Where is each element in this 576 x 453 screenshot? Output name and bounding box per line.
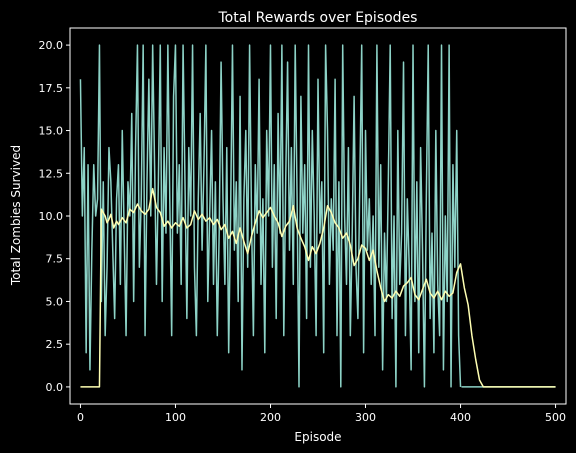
x-tick-label: 400 (450, 411, 471, 424)
tick-layer: 0 100 200 300 400 500 0.0 2.5 5.0 7.5 10.0 12.5 15.0… (39, 39, 567, 424)
chart-title: Total Rewards over Episodes (218, 10, 418, 26)
y-tick-label: 15.0 (39, 125, 64, 138)
plot-frame (69, 27, 567, 405)
moving-average-line (80, 187, 556, 388)
x-axis-label: Episode (294, 430, 341, 444)
y-axis-label: Total Zombies Survived (9, 145, 23, 286)
y-tick-label: 12.5 (39, 167, 64, 180)
y-tick-label: 17.5 (39, 82, 64, 95)
raw-rewards-line (79, 44, 462, 388)
x-tick-label: 0 (77, 411, 84, 424)
x-tick-label: 300 (355, 411, 376, 424)
series-layer (79, 44, 556, 388)
y-tick-label: 7.5 (46, 253, 64, 266)
x-tick-label: 100 (165, 411, 186, 424)
y-tick-label: 20.0 (39, 39, 64, 52)
y-tick-label: 2.5 (46, 338, 64, 351)
x-tick-label: 200 (260, 411, 281, 424)
x-tick-label: 500 (545, 411, 566, 424)
y-tick-label: 5.0 (46, 295, 64, 308)
y-tick-label: 10.0 (39, 210, 64, 223)
y-tick-label: 0.0 (46, 381, 64, 394)
